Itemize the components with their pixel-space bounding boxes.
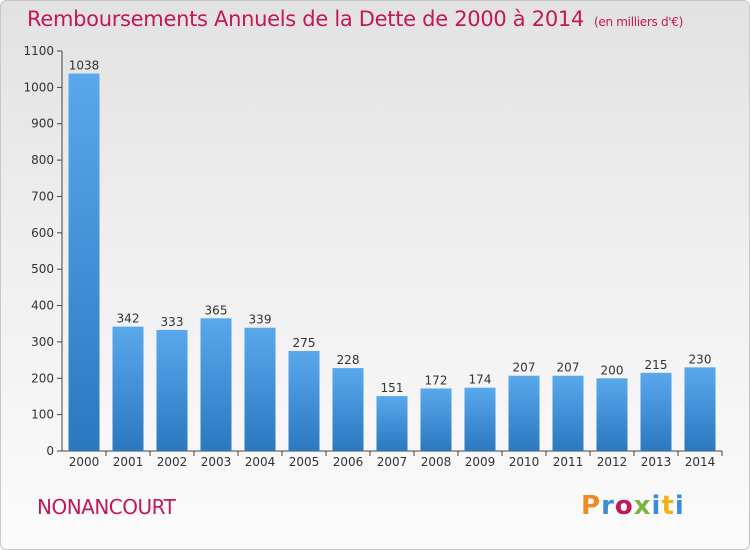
y-tick-label: 300 (31, 335, 54, 349)
value-label-2008: 172 (425, 373, 448, 387)
value-label-2003: 365 (205, 303, 228, 317)
commune-name: NONANCOURT (37, 495, 176, 519)
value-label-2013: 215 (645, 358, 668, 372)
chart-unit: (en milliers d'€) (594, 15, 684, 29)
y-tick-label: 600 (31, 226, 54, 240)
bar-2005 (288, 351, 320, 451)
bar-chart: 0 100 200 300 400 500 600 700 800 900 1000 1100 1038… (23, 44, 723, 469)
value-label-2000: 1038 (69, 59, 100, 73)
bar-2014 (684, 367, 716, 451)
x-tick-label-2010: 2010 (509, 455, 540, 469)
logo-letter: t (661, 491, 675, 521)
y-tick-label: 1100 (23, 44, 54, 58)
value-label-2001: 342 (117, 312, 140, 326)
bar-2002 (156, 329, 188, 451)
logo-letter: r (601, 491, 615, 521)
logo-letter: i (651, 491, 662, 521)
x-tick-label-2014: 2014 (685, 455, 716, 469)
value-label-2010: 207 (513, 361, 536, 375)
value-label-2004: 339 (249, 313, 272, 327)
x-tick-label-2002: 2002 (157, 455, 188, 469)
logo-letter: i (674, 491, 685, 521)
y-tick-label: 100 (31, 408, 54, 422)
value-label-2005: 275 (293, 336, 316, 350)
y-tick-label: 200 (31, 371, 54, 385)
logo-letter: P (581, 491, 602, 521)
bar-2008 (420, 388, 452, 451)
y-tick-label: 1000 (23, 80, 54, 94)
bar-2012 (596, 378, 628, 451)
y-tick-label: 400 (31, 299, 54, 313)
y-tick-label: 500 (31, 262, 54, 276)
x-tick-label-2007: 2007 (377, 455, 408, 469)
x-tick-label-2000: 2000 (69, 455, 100, 469)
y-tick-label: 0 (46, 444, 54, 458)
bar-2009 (464, 387, 496, 451)
x-tick-label-2009: 2009 (465, 455, 496, 469)
bar-2010 (508, 375, 540, 451)
value-label-2012: 200 (601, 363, 624, 377)
bar-2006 (332, 368, 364, 451)
value-label-2002: 333 (161, 315, 184, 329)
value-label-2011: 207 (557, 361, 580, 375)
x-tick-label-2013: 2013 (641, 455, 672, 469)
bar-2007 (376, 396, 408, 451)
bar-2003 (200, 318, 232, 451)
bar-2013 (640, 372, 672, 451)
bar-2004 (244, 327, 276, 451)
x-tick-label-2008: 2008 (421, 455, 452, 469)
proxiti-logo[interactable]: Proxiti (581, 491, 685, 521)
value-label-2009: 174 (469, 373, 492, 387)
bar-2000 (68, 73, 100, 451)
logo-letter: x (633, 491, 652, 521)
bar-2001 (112, 326, 144, 451)
value-label-2014: 230 (689, 352, 712, 366)
x-tick-label-2006: 2006 (333, 455, 364, 469)
x-tick-label-2005: 2005 (289, 455, 320, 469)
x-tick-label-2011: 2011 (553, 455, 584, 469)
logo-letter: o (614, 491, 634, 521)
y-tick-label: 900 (31, 117, 54, 131)
chart-title-text: Remboursements Annuels de la Dette de 20… (27, 7, 584, 31)
x-tick-label-2012: 2012 (597, 455, 628, 469)
chart-title: Remboursements Annuels de la Dette de 20… (27, 7, 683, 31)
y-tick-label: 700 (31, 189, 54, 203)
bar-2011 (552, 375, 584, 451)
x-tick-label-2003: 2003 (201, 455, 232, 469)
y-tick-label: 800 (31, 153, 54, 167)
x-tick-label-2001: 2001 (113, 455, 144, 469)
value-label-2006: 228 (337, 353, 360, 367)
x-tick-label-2004: 2004 (245, 455, 276, 469)
value-label-2007: 151 (381, 381, 404, 395)
